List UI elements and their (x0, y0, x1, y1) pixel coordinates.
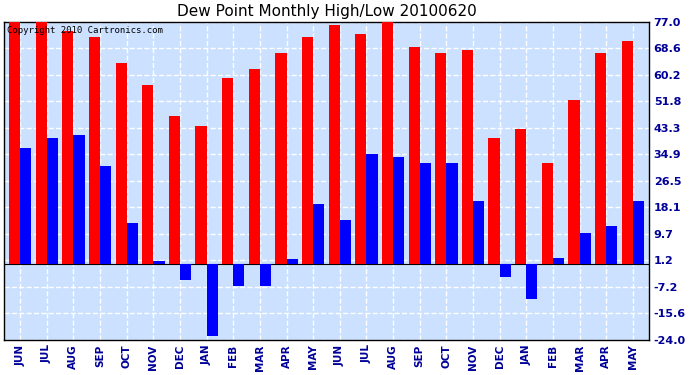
Bar (435, 53, 446, 264)
Bar (393, 157, 404, 264)
Bar (89, 38, 100, 264)
Bar (20, 148, 31, 264)
Bar (62, 31, 73, 264)
Bar (47, 138, 58, 264)
Bar (115, 63, 127, 264)
Bar (180, 264, 191, 280)
Bar (275, 53, 286, 264)
Bar (260, 264, 271, 286)
Bar (462, 50, 473, 264)
Bar (500, 264, 511, 277)
Bar (580, 232, 591, 264)
Bar (73, 135, 85, 264)
Bar (233, 264, 244, 286)
Bar (340, 220, 351, 264)
Bar (408, 47, 420, 264)
Bar (127, 223, 138, 264)
Bar (36, 22, 47, 264)
Bar (355, 34, 366, 264)
Bar (607, 226, 618, 264)
Bar (142, 85, 153, 264)
Bar (222, 78, 233, 264)
Bar (420, 164, 431, 264)
Bar (473, 201, 484, 264)
Bar (286, 260, 298, 264)
Text: Copyright 2010 Cartronics.com: Copyright 2010 Cartronics.com (8, 27, 164, 36)
Bar (100, 166, 111, 264)
Bar (169, 116, 180, 264)
Bar (542, 164, 553, 264)
Bar (622, 40, 633, 264)
Title: Dew Point Monthly High/Low 20100620: Dew Point Monthly High/Low 20100620 (177, 4, 476, 19)
Bar (366, 154, 377, 264)
Bar (569, 100, 580, 264)
Bar (595, 53, 607, 264)
Bar (382, 19, 393, 264)
Bar (489, 138, 500, 264)
Bar (9, 22, 20, 264)
Bar (526, 264, 538, 298)
Bar (248, 69, 260, 264)
Bar (153, 261, 164, 264)
Bar (302, 38, 313, 264)
Bar (553, 258, 564, 264)
Bar (206, 264, 218, 336)
Bar (515, 129, 526, 264)
Bar (446, 164, 457, 264)
Bar (633, 201, 644, 264)
Bar (195, 126, 206, 264)
Bar (313, 204, 324, 264)
Bar (328, 25, 340, 264)
